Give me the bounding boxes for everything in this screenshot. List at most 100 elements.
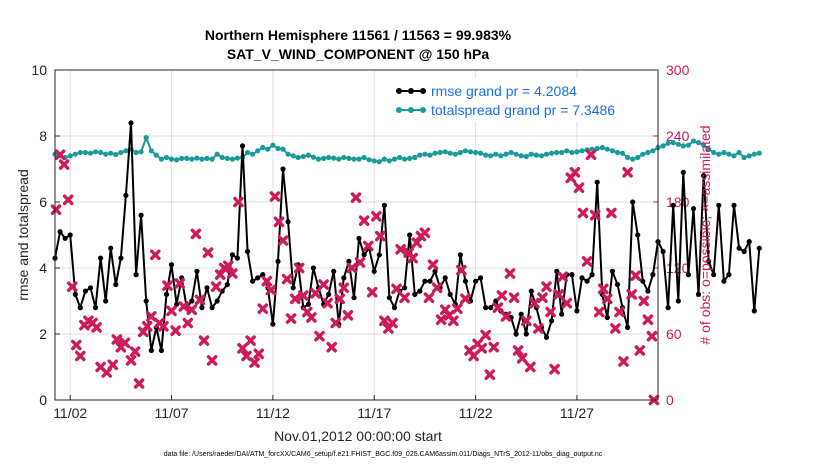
totalspread-point	[528, 151, 534, 157]
rmse-point	[594, 179, 600, 185]
totalspread-point	[143, 135, 149, 141]
totalspread-point	[224, 155, 230, 161]
rmse-point	[412, 291, 418, 297]
rmse-point	[513, 331, 519, 337]
rmse-point	[98, 255, 104, 261]
obs-assimilated-marker	[119, 337, 131, 349]
obs-assimilated-marker	[411, 237, 423, 248]
obs-assimilated-marker	[435, 314, 447, 325]
obs-assimilated-marker	[492, 302, 504, 313]
totalspread-point	[579, 148, 585, 154]
rmse-point	[92, 305, 99, 311]
rmse-point	[275, 258, 281, 264]
rmse-point	[675, 298, 681, 304]
obs-assimilated-marker	[549, 363, 560, 375]
obs-assimilated-marker	[427, 259, 439, 270]
obs-assimilated-marker	[146, 311, 157, 322]
totalspread-point	[209, 156, 215, 162]
rmse-point	[143, 298, 149, 304]
rmse-point	[305, 301, 311, 307]
rmse-point	[67, 232, 73, 238]
y-tick-label: 10	[31, 62, 47, 78]
obs-assimilated-marker	[525, 361, 536, 373]
rmse-point	[488, 305, 494, 311]
obs-assimilated-marker	[334, 293, 346, 305]
obs-assimilated-series	[50, 149, 660, 406]
totalspread-point	[163, 154, 170, 161]
rmse-point	[270, 321, 276, 327]
x-tick-label: 11/12	[256, 405, 290, 421]
totalspread-point	[285, 151, 291, 157]
totalspread-point	[650, 148, 656, 154]
totalspread-point	[473, 149, 479, 156]
rmse-point	[163, 291, 170, 297]
rmse-point	[518, 311, 524, 317]
totalspread-point	[695, 140, 702, 146]
rmse-point	[386, 295, 392, 301]
obs-assimilated-marker	[358, 215, 370, 226]
obs-assimilated-marker	[314, 330, 325, 342]
totalspread-point	[690, 138, 697, 144]
totalspread-point	[123, 148, 129, 154]
rmse-point	[250, 278, 256, 284]
totalspread-point	[174, 157, 180, 163]
totalspread-point	[234, 155, 240, 161]
obs-assimilated-marker	[338, 282, 350, 294]
totalspread-point	[711, 149, 717, 156]
totalspread-point	[706, 146, 712, 152]
rmse-point	[523, 331, 529, 337]
obs-assimilated-marker	[516, 352, 528, 364]
obs-assimilated-marker	[223, 260, 234, 272]
rmse-point	[731, 202, 737, 208]
totalspread-point	[614, 149, 621, 156]
totalspread-point	[478, 150, 484, 156]
y-tick-label: 6	[39, 194, 47, 210]
rmse-point	[194, 268, 200, 274]
rmse-point	[371, 268, 377, 274]
rmse-point	[356, 235, 362, 241]
obs-assimilated-marker	[50, 204, 62, 215]
obs-assimilated-marker	[261, 275, 273, 287]
rmse-point	[245, 248, 251, 255]
rmse-point	[614, 281, 621, 288]
obs-assimilated-marker	[419, 227, 431, 239]
totalspread-point	[305, 152, 311, 158]
rmse-point	[229, 252, 235, 258]
obs-assimilated-marker	[186, 304, 198, 316]
legend-rmse-label: rmse grand pr = 4.2084	[431, 83, 577, 99]
obs-assimilated-marker	[407, 252, 418, 264]
totalspread-point	[640, 151, 646, 157]
totalspread-point	[685, 142, 692, 148]
totalspread-point	[432, 150, 438, 156]
totalspread-point	[386, 158, 392, 164]
rmse-point	[640, 278, 646, 284]
obs-assimilated-marker	[512, 345, 524, 356]
totalspread-point	[341, 154, 347, 161]
totalspread-point	[523, 153, 529, 160]
rmse-point	[381, 202, 387, 208]
totalspread-point	[295, 154, 301, 161]
totalspread-point	[250, 151, 256, 157]
rmse-point	[341, 275, 347, 281]
obs-assimilated-marker	[350, 192, 362, 203]
totalspread-point	[356, 156, 362, 162]
rmse-point	[361, 252, 367, 258]
legend-spread-label: totalspread grand pr = 7.3486	[431, 102, 615, 118]
obs-assimilated-marker	[391, 283, 402, 295]
x-axis-label: Nov.01,2012 00:00:00 start	[274, 428, 442, 444]
obs-assimilated-marker	[553, 289, 564, 300]
totalspread-point	[113, 151, 119, 158]
totalspread-point	[630, 156, 636, 162]
obs-assimilated-marker	[537, 292, 548, 303]
totalspread-point	[736, 149, 742, 156]
totalspread-point	[483, 152, 489, 158]
rmse-point	[746, 239, 752, 245]
rmse-point	[690, 206, 697, 212]
obs-assimilated-marker	[178, 301, 189, 312]
totalspread-point	[326, 154, 332, 161]
totalspread-series	[52, 134, 762, 165]
obs-assimilated-marker	[214, 269, 226, 280]
obs-assimilated-marker	[541, 281, 552, 292]
totalspread-point	[315, 156, 322, 162]
rmse-point	[741, 248, 747, 255]
